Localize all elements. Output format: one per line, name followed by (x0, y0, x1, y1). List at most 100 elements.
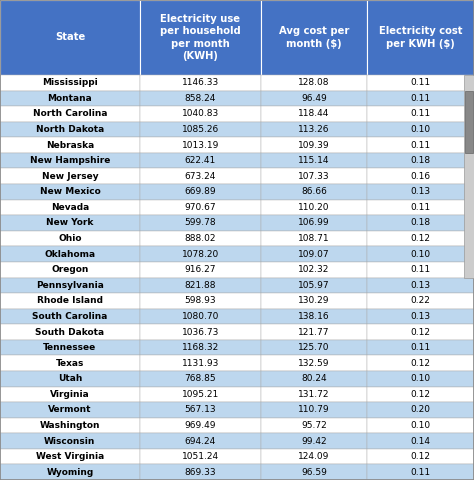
Bar (140, 309, 261, 324)
Bar (261, 184, 367, 200)
Text: 130.29: 130.29 (298, 296, 330, 305)
Bar (367, 153, 474, 168)
Bar (465, 91, 473, 153)
Bar (367, 91, 474, 106)
Text: 115.14: 115.14 (298, 156, 330, 165)
Bar (367, 355, 474, 371)
Bar (0, 215, 140, 231)
Bar (0, 231, 140, 246)
Text: 124.09: 124.09 (298, 452, 330, 461)
Bar (140, 200, 261, 215)
Bar (261, 0, 367, 75)
Bar (261, 293, 367, 309)
Text: 110.79: 110.79 (298, 406, 330, 414)
Text: 0.11: 0.11 (410, 78, 431, 87)
Text: 598.93: 598.93 (184, 296, 216, 305)
Text: 96.49: 96.49 (301, 94, 327, 103)
Text: 80.24: 80.24 (301, 374, 327, 383)
Bar (0, 277, 140, 293)
Bar (261, 355, 367, 371)
Text: 0.18: 0.18 (410, 218, 431, 228)
Bar (261, 122, 367, 137)
Text: 0.10: 0.10 (410, 421, 431, 430)
Text: New Jersey: New Jersey (42, 172, 98, 181)
Bar (0, 200, 140, 215)
Bar (261, 402, 367, 418)
Text: New York: New York (46, 218, 93, 228)
Text: 673.24: 673.24 (184, 172, 216, 181)
Text: 0.10: 0.10 (410, 374, 431, 383)
Text: 0.18: 0.18 (410, 156, 431, 165)
Bar (261, 168, 367, 184)
Bar (367, 262, 474, 277)
Text: 131.72: 131.72 (298, 390, 330, 399)
Text: Wyoming: Wyoming (46, 468, 93, 477)
Text: 121.77: 121.77 (298, 327, 330, 336)
Bar (0, 293, 140, 309)
Text: 1051.24: 1051.24 (182, 452, 219, 461)
Bar (367, 293, 474, 309)
Bar (261, 231, 367, 246)
Text: 118.44: 118.44 (298, 109, 330, 119)
Bar (367, 200, 474, 215)
Bar (261, 91, 367, 106)
Bar (261, 137, 367, 153)
Text: 1095.21: 1095.21 (182, 390, 219, 399)
Bar (140, 75, 261, 91)
Text: 567.13: 567.13 (184, 406, 216, 414)
Bar (0, 465, 140, 480)
Bar (367, 75, 474, 91)
Text: 0.12: 0.12 (410, 452, 431, 461)
Text: 599.78: 599.78 (184, 218, 216, 228)
Text: 96.59: 96.59 (301, 468, 327, 477)
Bar (140, 355, 261, 371)
Text: Avg cost per
month ($): Avg cost per month ($) (279, 26, 349, 48)
Bar (367, 137, 474, 153)
Text: 858.24: 858.24 (184, 94, 216, 103)
Bar (261, 246, 367, 262)
Bar (367, 465, 474, 480)
Bar (367, 184, 474, 200)
Text: 105.97: 105.97 (298, 281, 330, 290)
Text: 1168.32: 1168.32 (182, 343, 219, 352)
Bar (367, 433, 474, 449)
Bar (261, 200, 367, 215)
Text: Virginia: Virginia (50, 390, 90, 399)
Text: 0.20: 0.20 (410, 406, 431, 414)
Text: 0.11: 0.11 (410, 203, 431, 212)
Text: 869.33: 869.33 (184, 468, 216, 477)
Text: 821.88: 821.88 (184, 281, 216, 290)
Text: 0.22: 0.22 (411, 296, 430, 305)
Text: 0.13: 0.13 (410, 281, 431, 290)
Text: New Hampshire: New Hampshire (30, 156, 110, 165)
Text: 0.11: 0.11 (410, 141, 431, 150)
Bar (0, 168, 140, 184)
Text: 969.49: 969.49 (184, 421, 216, 430)
Bar (140, 449, 261, 465)
Bar (0, 91, 140, 106)
Bar (140, 231, 261, 246)
Bar (140, 91, 261, 106)
Bar (261, 75, 367, 91)
Text: New Mexico: New Mexico (39, 187, 100, 196)
Text: 0.14: 0.14 (410, 436, 431, 445)
Bar (0, 75, 140, 91)
Bar (0, 137, 140, 153)
Text: 95.72: 95.72 (301, 421, 327, 430)
Text: 108.71: 108.71 (298, 234, 330, 243)
Bar (367, 449, 474, 465)
Text: 102.32: 102.32 (298, 265, 330, 274)
Text: 0.12: 0.12 (410, 327, 431, 336)
Bar (261, 324, 367, 340)
Bar (0, 355, 140, 371)
Bar (261, 309, 367, 324)
Text: Wisconsin: Wisconsin (44, 436, 96, 445)
Text: Electricity use
per household
per month
(KWH): Electricity use per household per month … (160, 14, 241, 61)
Bar (0, 449, 140, 465)
Text: Rhode Island: Rhode Island (37, 296, 103, 305)
Bar (367, 0, 474, 75)
Text: Nebraska: Nebraska (46, 141, 94, 150)
Text: 109.39: 109.39 (298, 141, 330, 150)
Bar (367, 324, 474, 340)
Bar (367, 277, 474, 293)
